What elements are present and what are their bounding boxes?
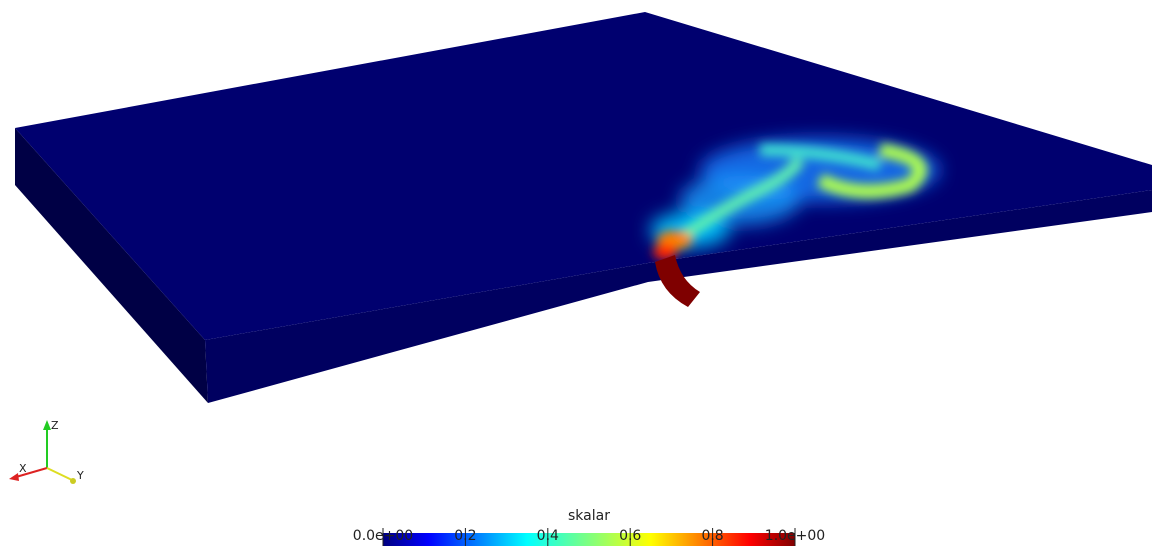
color-legend-title: skalar xyxy=(568,508,610,524)
tick-label: 0.8 xyxy=(701,528,723,544)
tick-label: 1.0e+00 xyxy=(765,528,825,544)
tick-label: 0.0e+00 xyxy=(353,528,413,544)
axis-label: Z xyxy=(51,419,59,432)
tick-label: 0.4 xyxy=(537,528,559,544)
slab xyxy=(15,12,1152,403)
axis-label: Y xyxy=(76,469,84,482)
tick-label: 0.6 xyxy=(619,528,641,544)
tick-label: 0.2 xyxy=(454,528,476,544)
pipe xyxy=(655,255,700,307)
plume xyxy=(650,138,940,260)
color-bar xyxy=(383,533,795,546)
color-legend: skalar 0.0e+00 0.2 0.4 0.6 0.8 1.0e+00 xyxy=(353,508,825,546)
orientation-axes: Z X Y xyxy=(9,419,84,484)
axis-label: X xyxy=(19,462,27,475)
